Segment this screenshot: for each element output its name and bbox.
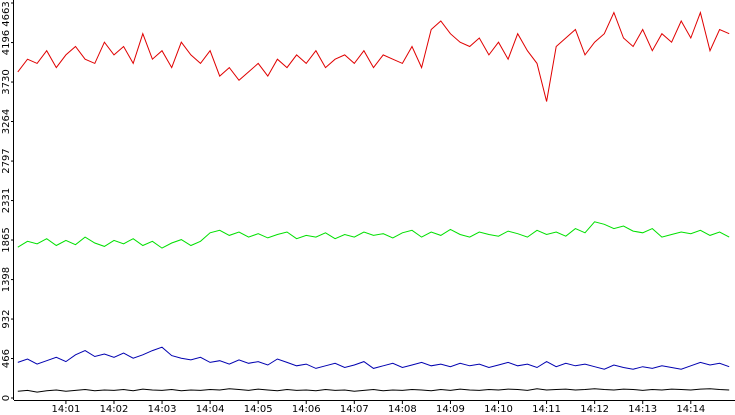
- x-tick-label: 14:14: [676, 404, 705, 415]
- series-line: [17, 221, 730, 249]
- y-tick-label: 2797: [1, 148, 12, 173]
- y-tick-label: 3264: [1, 109, 12, 134]
- y-tick-label: 1398: [1, 267, 12, 292]
- x-tick-label: 14:07: [340, 404, 369, 415]
- x-tick-label: 14:12: [580, 404, 609, 415]
- x-tick-label: 14:11: [532, 404, 561, 415]
- x-tick-label: 14:08: [388, 404, 417, 415]
- x-tick-label: 14:04: [196, 404, 225, 415]
- y-tick-label: 0: [1, 395, 12, 401]
- y-tick-label: 932: [1, 310, 12, 329]
- y-tick-label: 2331: [1, 188, 12, 213]
- y-tick-label: 466: [1, 349, 12, 368]
- y-tick-label: 3730: [1, 69, 12, 94]
- y-tick-label: 4196: [1, 30, 12, 55]
- x-tick-label: 14:05: [244, 404, 273, 415]
- x-tick-label: 14:13: [628, 404, 657, 415]
- x-tick-label: 14:02: [100, 404, 129, 415]
- series-line: [17, 388, 730, 393]
- y-tick-label: 4663: [1, 1, 12, 26]
- x-tick-label: 14:01: [51, 404, 80, 415]
- x-tick-label: 14:06: [292, 404, 321, 415]
- x-tick-label: 14:10: [484, 404, 513, 415]
- series-line: [17, 10, 730, 102]
- x-tick-label: 14:09: [436, 404, 465, 415]
- series-line: [17, 346, 730, 370]
- x-tick-label: 14:03: [148, 404, 177, 415]
- y-tick-label: 1865: [1, 227, 12, 252]
